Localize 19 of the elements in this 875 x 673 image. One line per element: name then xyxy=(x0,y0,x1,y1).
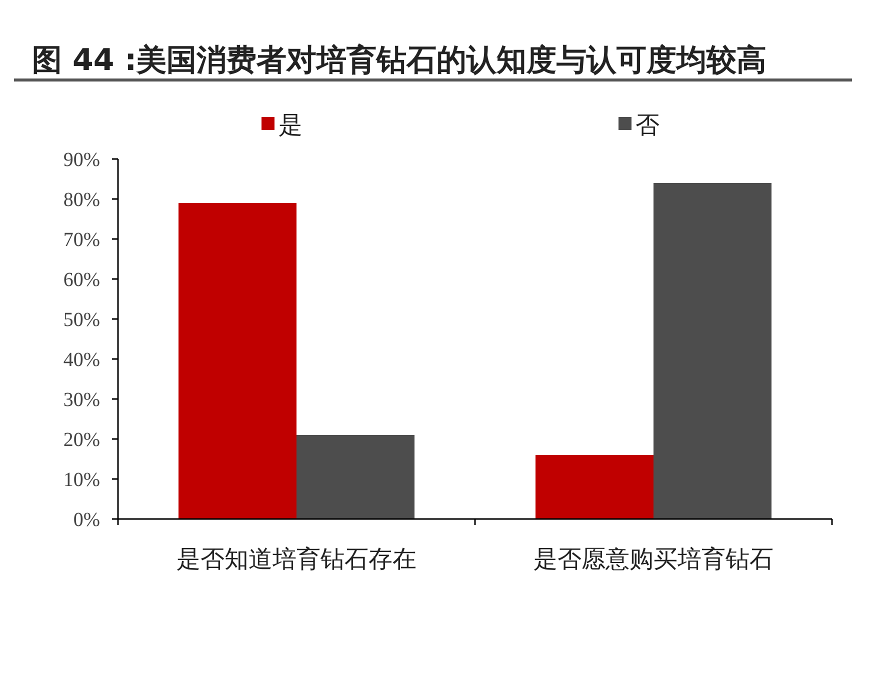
legend-label: 否 xyxy=(636,111,660,139)
y-tick-label: 10% xyxy=(63,469,100,491)
y-tick-label: 90% xyxy=(63,149,100,171)
bar xyxy=(654,183,772,519)
y-tick-label: 50% xyxy=(63,309,100,331)
chart-title: 图 44 :美国消费者对培育钻石的认知度与认可度均较高 xyxy=(32,43,767,78)
y-tick-label: 40% xyxy=(63,349,100,371)
x-tick-label: 是否知道培育钻石存在 xyxy=(176,545,416,573)
bar xyxy=(536,455,654,519)
legend-label: 是 xyxy=(278,111,302,139)
bar xyxy=(296,435,414,519)
bar xyxy=(178,203,296,519)
y-tick-label: 80% xyxy=(63,189,100,211)
y-tick-label: 30% xyxy=(63,389,100,411)
y-tick-label: 60% xyxy=(63,269,100,291)
y-tick-label: 20% xyxy=(63,429,100,451)
x-tick-label: 是否愿意购买培育钻石 xyxy=(534,545,774,573)
y-tick-label: 0% xyxy=(73,509,100,531)
y-tick-label: 70% xyxy=(63,229,100,251)
